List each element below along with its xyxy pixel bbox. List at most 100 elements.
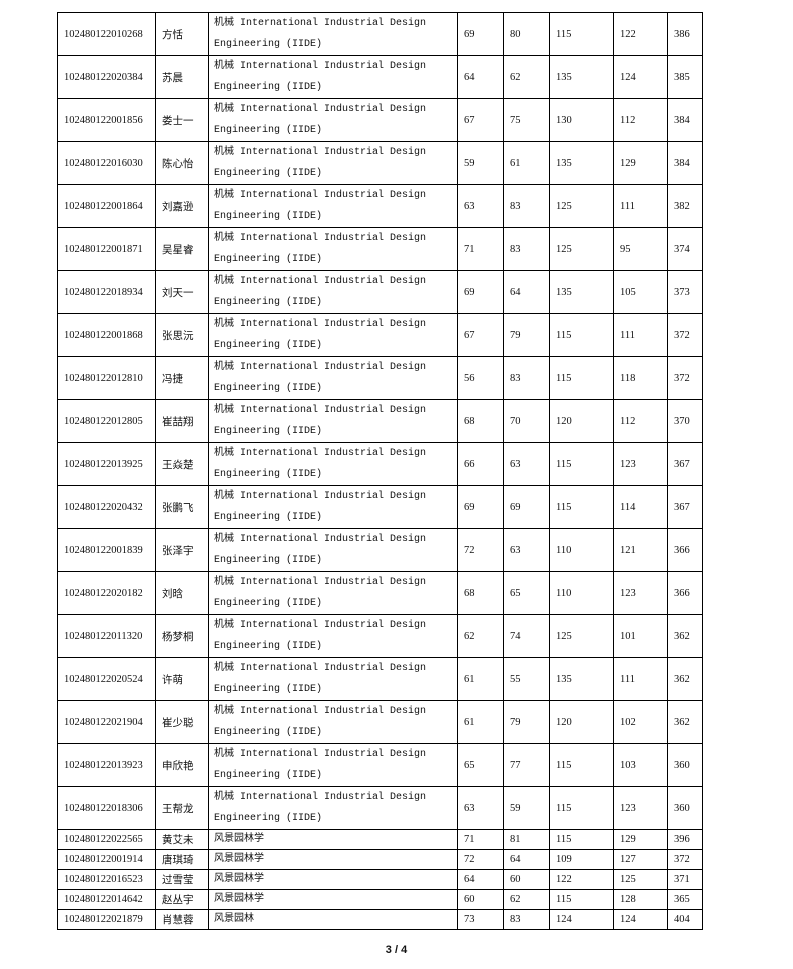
student-id-cell: 102480122001839 <box>57 528 156 572</box>
score-2-cell: 65 <box>503 571 550 615</box>
score-3-cell: 135 <box>549 270 614 314</box>
score-3-cell: 120 <box>549 700 614 744</box>
table-row: 102480122016030 陈心怡 机械 International Indus… <box>57 141 703 185</box>
score-1-cell: 61 <box>457 700 504 744</box>
score-3-cell: 115 <box>549 829 614 850</box>
score-1-cell: 64 <box>457 55 504 99</box>
score-3-cell: 115 <box>549 356 614 400</box>
major-cell: 机械 International Industrial Design Engin… <box>208 98 458 142</box>
score-2-cell: 61 <box>503 141 550 185</box>
score-3-cell: 135 <box>549 657 614 701</box>
student-name-cell: 申欣艳 <box>155 743 209 787</box>
student-id-cell: 102480122022565 <box>57 829 156 850</box>
score-4-cell: 101 <box>613 614 668 658</box>
total-score-cell: 386 <box>667 12 703 56</box>
student-name-cell: 苏晨 <box>155 55 209 99</box>
score-3-cell: 135 <box>549 141 614 185</box>
table-row: 102480122001864 刘嘉逊 机械 International Indus… <box>57 184 703 228</box>
total-score-cell: 362 <box>667 614 703 658</box>
table-row: 102480122011320 杨梦桐 机械 International Indus… <box>57 614 703 658</box>
student-name-cell: 刘嘉逊 <box>155 184 209 228</box>
score-3-cell: 115 <box>549 485 614 529</box>
student-name-cell: 娄士一 <box>155 98 209 142</box>
score-1-cell: 72 <box>457 849 504 870</box>
score-1-cell: 69 <box>457 12 504 56</box>
table-row: 102480122021879 肖慧蓉 风景园林 73 83 124 124 404 <box>57 909 703 930</box>
total-score-cell: 360 <box>667 786 703 830</box>
score-4-cell: 129 <box>613 829 668 850</box>
major-cell: 机械 International Industrial Design Engin… <box>208 614 458 658</box>
score-1-cell: 61 <box>457 657 504 701</box>
major-cell: 机械 International Industrial Design Engin… <box>208 141 458 185</box>
score-4-cell: 121 <box>613 528 668 572</box>
student-name-cell: 许萌 <box>155 657 209 701</box>
total-score-cell: 384 <box>667 98 703 142</box>
student-name-cell: 崔喆翔 <box>155 399 209 443</box>
student-name-cell: 肖慧蓉 <box>155 909 209 930</box>
student-name-cell: 冯捷 <box>155 356 209 400</box>
score-4-cell: 123 <box>613 442 668 486</box>
score-4-cell: 111 <box>613 313 668 357</box>
student-id-cell: 102480122013923 <box>57 743 156 787</box>
score-3-cell: 115 <box>549 889 614 910</box>
total-score-cell: 371 <box>667 869 703 890</box>
score-2-cell: 83 <box>503 356 550 400</box>
total-score-cell: 384 <box>667 141 703 185</box>
score-4-cell: 118 <box>613 356 668 400</box>
total-score-cell: 385 <box>667 55 703 99</box>
table-row: 102480122001871 吴星睿 机械 International Indus… <box>57 227 703 271</box>
total-score-cell: 372 <box>667 356 703 400</box>
student-name-cell: 吴星睿 <box>155 227 209 271</box>
student-name-cell: 张泽宇 <box>155 528 209 572</box>
score-1-cell: 56 <box>457 356 504 400</box>
student-id-cell: 102480122020524 <box>57 657 156 701</box>
page-number: 3 / 4 <box>385 944 408 956</box>
student-id-cell: 102480122012810 <box>57 356 156 400</box>
score-1-cell: 69 <box>457 485 504 529</box>
table-row: 102480122020432 张鹏飞 机械 International Indus… <box>57 485 703 529</box>
major-cell: 风景园林 <box>208 909 458 930</box>
score-1-cell: 68 <box>457 399 504 443</box>
major-cell: 机械 International Industrial Design Engin… <box>208 442 458 486</box>
student-name-cell: 杨梦桐 <box>155 614 209 658</box>
score-1-cell: 59 <box>457 141 504 185</box>
student-id-cell: 102480122001856 <box>57 98 156 142</box>
score-2-cell: 83 <box>503 184 550 228</box>
score-3-cell: 125 <box>549 184 614 228</box>
student-name-cell: 方恬 <box>155 12 209 56</box>
major-cell: 机械 International Industrial Design Engin… <box>208 399 458 443</box>
score-3-cell: 109 <box>549 849 614 870</box>
student-id-cell: 102480122001871 <box>57 227 156 271</box>
score-2-cell: 64 <box>503 849 550 870</box>
major-cell: 机械 International Industrial Design Engin… <box>208 270 458 314</box>
score-4-cell: 112 <box>613 399 668 443</box>
total-score-cell: 367 <box>667 442 703 486</box>
student-id-cell: 102480122020432 <box>57 485 156 529</box>
score-3-cell: 115 <box>549 442 614 486</box>
score-1-cell: 66 <box>457 442 504 486</box>
major-cell: 风景园林学 <box>208 849 458 870</box>
score-table: 102480122010268 方恬 机械 International Indust… <box>57 12 703 930</box>
major-cell: 风景园林学 <box>208 869 458 890</box>
table-row: 102480122022565 黄艾未 风景园林学 71 81 115 129 396 <box>57 829 703 850</box>
score-1-cell: 71 <box>457 227 504 271</box>
score-1-cell: 60 <box>457 889 504 910</box>
score-4-cell: 127 <box>613 849 668 870</box>
student-id-cell: 102480122001868 <box>57 313 156 357</box>
score-1-cell: 69 <box>457 270 504 314</box>
score-1-cell: 67 <box>457 98 504 142</box>
score-2-cell: 80 <box>503 12 550 56</box>
total-score-cell: 373 <box>667 270 703 314</box>
score-3-cell: 125 <box>549 227 614 271</box>
score-4-cell: 105 <box>613 270 668 314</box>
score-4-cell: 112 <box>613 98 668 142</box>
score-3-cell: 124 <box>549 909 614 930</box>
score-1-cell: 63 <box>457 786 504 830</box>
score-3-cell: 130 <box>549 98 614 142</box>
score-2-cell: 81 <box>503 829 550 850</box>
table-row: 102480122001856 娄士一 机械 International Indus… <box>57 98 703 142</box>
total-score-cell: 370 <box>667 399 703 443</box>
student-id-cell: 102480122012805 <box>57 399 156 443</box>
table-row: 102480122013923 申欣艳 机械 International Indus… <box>57 743 703 787</box>
student-id-cell: 102480122016523 <box>57 869 156 890</box>
